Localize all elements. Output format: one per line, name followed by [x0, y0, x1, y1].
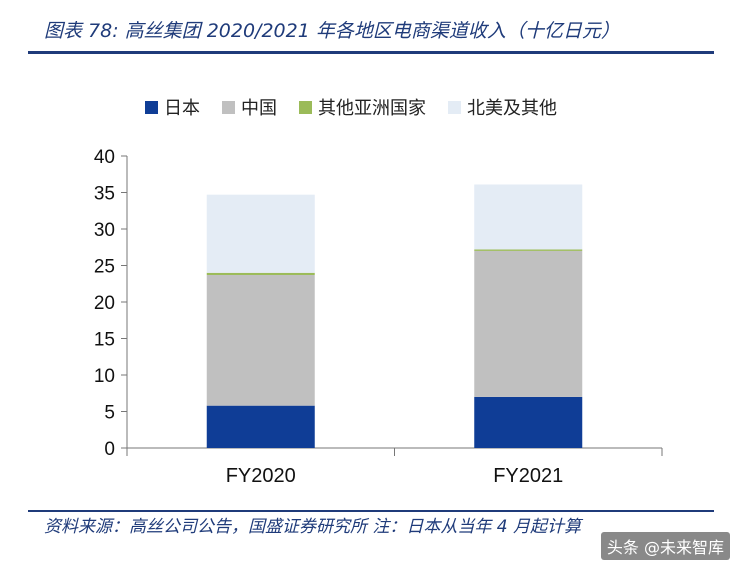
legend-swatch-china [222, 100, 235, 114]
legend-item-china: 中国 [222, 94, 277, 120]
legend-swatch-japan [145, 100, 158, 114]
y-tick-label: 30 [94, 220, 115, 241]
legend-label-other-asia: 其他亚洲国家 [318, 98, 426, 119]
bar-series-japan-fy2021 [474, 396, 583, 448]
source-note: 资料来源：高丝公司公告，国盛证券研究所 注：日本从当年 4 月起计算 [44, 517, 582, 537]
legend-item-other-asia: 其他亚洲国家 [299, 94, 426, 120]
y-tick-label: 35 [94, 184, 115, 205]
y-tick-label: 40 [94, 147, 115, 168]
legend-label-china: 中国 [241, 98, 277, 119]
y-tick-label: 25 [94, 257, 115, 278]
x-category-label: FY2021 [493, 465, 563, 487]
legend-label-na-other: 北美及其他 [467, 98, 557, 119]
footer-divider [28, 510, 714, 512]
x-category-label: FY2020 [226, 465, 296, 487]
chart-title: 图表 78: 高丝集团 2020/2021 年各地区电商渠道收入（十亿日元） [44, 20, 620, 42]
bar-series-china-fy2020 [206, 274, 315, 406]
y-tick-label: 10 [94, 366, 115, 387]
y-tick-label: 0 [104, 439, 115, 460]
watermark: 头条 @未来智库 [600, 532, 730, 560]
y-tick-label: 15 [94, 330, 115, 351]
y-tick-label: 20 [94, 293, 115, 314]
bar-series-japan-fy2020 [206, 405, 315, 448]
legend-item-japan: 日本 [145, 94, 200, 120]
legend-label-japan: 日本 [164, 98, 200, 119]
y-tick-label: 5 [104, 403, 115, 424]
legend: 日本 中国 其他亚洲国家 北美及其他 [145, 95, 579, 119]
title-divider [28, 51, 714, 54]
bar-series-other-asia-fy2021 [474, 249, 583, 251]
bar-series-na-other-fy2020 [206, 194, 315, 273]
legend-swatch-other-asia [299, 100, 312, 114]
legend-swatch-na-other [448, 100, 461, 114]
bar-series-na-other-fy2021 [474, 184, 583, 250]
legend-item-na-other: 北美及其他 [448, 94, 557, 120]
bar-series-china-fy2021 [474, 250, 583, 397]
bar-series-other-asia-fy2020 [206, 272, 315, 275]
